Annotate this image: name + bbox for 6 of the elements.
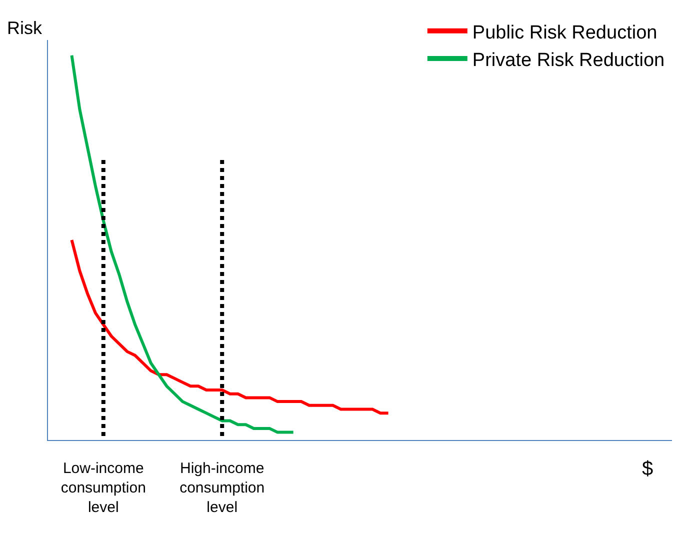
text: $	[642, 458, 654, 480]
legend-label: Public Risk Reduction	[472, 22, 658, 44]
x-tick-label: Low-income consumption level	[60, 460, 146, 516]
x-tick-label: High-income consumption level	[180, 460, 265, 516]
y-axis-title: Risk	[7, 18, 43, 38]
legend-label: Private Risk Reduction	[472, 50, 665, 71]
